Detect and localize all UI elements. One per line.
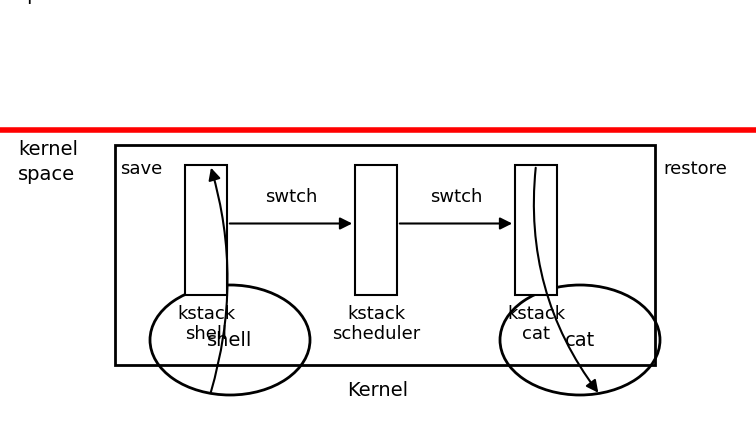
Text: save: save — [120, 160, 163, 178]
Text: kstack: kstack — [347, 305, 405, 323]
Bar — [185, 165, 227, 295]
Text: Kernel: Kernel — [348, 381, 408, 400]
Text: cat: cat — [522, 325, 550, 343]
Text: shell: shell — [207, 330, 253, 349]
Text: swtch: swtch — [430, 187, 482, 206]
Text: kstack: kstack — [507, 305, 565, 323]
Bar — [515, 165, 557, 295]
Text: swtch: swtch — [265, 187, 318, 206]
Text: kstack: kstack — [177, 305, 235, 323]
Text: cat: cat — [565, 330, 595, 349]
Text: restore: restore — [663, 160, 727, 178]
Bar — [115, 145, 655, 365]
Text: shell: shell — [185, 325, 227, 343]
Text: scheduler: scheduler — [332, 325, 420, 343]
Text: kernel
space: kernel space — [18, 140, 78, 184]
Text: user
space: user space — [18, 0, 75, 4]
Bar — [355, 165, 397, 295]
